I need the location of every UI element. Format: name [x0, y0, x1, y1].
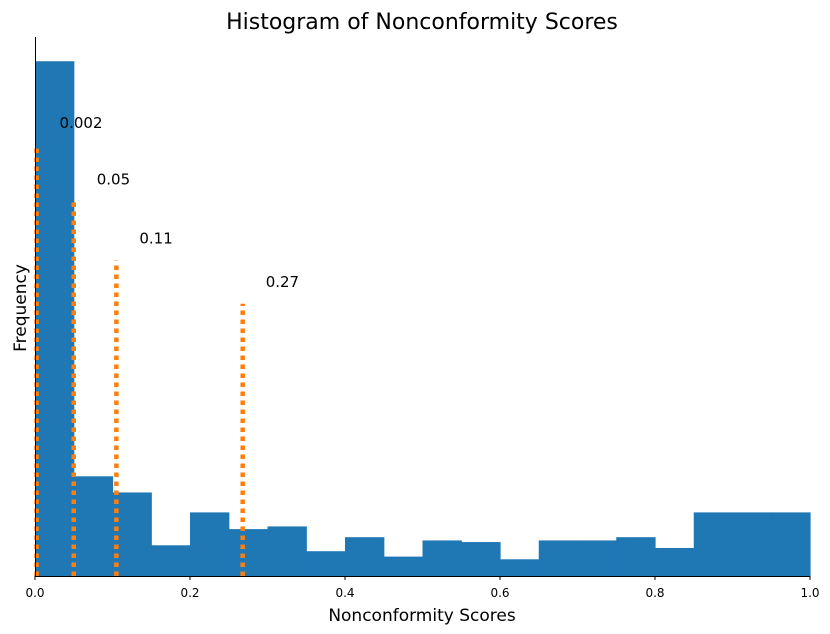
threshold-label-2: 0.11 [139, 230, 172, 248]
threshold-label-1: 0.05 [97, 170, 130, 188]
threshold-label-0: 0.002 [60, 114, 103, 132]
histogram-bar-6 [267, 526, 307, 576]
histogram-bar-4 [190, 512, 230, 576]
histogram-bar-0 [35, 61, 75, 576]
threshold-label-3: 0.27 [266, 273, 299, 291]
x-tick-label-4: 0.8 [645, 586, 664, 600]
x-tick-label-0: 0.0 [25, 586, 44, 600]
x-axis-ticks: 0.0 0.2 0.4 0.6 0.8 1.0 [25, 576, 820, 600]
histogram-bars [35, 61, 811, 576]
x-axis-label: Nonconformity Scores [328, 606, 516, 626]
histogram-bar-7 [306, 551, 346, 576]
x-tick-label-1: 0.2 [180, 586, 199, 600]
histogram-bar-18 [732, 512, 772, 576]
histogram-bar-2 [112, 492, 152, 576]
x-tick-label-2: 0.4 [335, 586, 354, 600]
histogram-bar-11 [461, 542, 501, 576]
histogram-bar-5 [228, 529, 269, 576]
x-tick-label-3: 0.6 [490, 586, 509, 600]
histogram-bar-13 [538, 540, 579, 576]
threshold-lines: 0.002 0.05 0.11 0.27 [34, 114, 299, 576]
histogram-bar-15 [616, 537, 656, 576]
histogram-bar-16 [655, 547, 695, 576]
histogram-bar-9 [383, 556, 424, 576]
histogram-bar-14 [577, 540, 617, 576]
y-axis-label: Frequency [11, 264, 31, 352]
histogram-bar-10 [422, 540, 462, 576]
x-tick-label-5: 1.0 [800, 586, 819, 600]
histogram-bar-3 [151, 545, 191, 576]
histogram-bar-19 [771, 512, 811, 576]
histogram-bar-12 [500, 559, 540, 576]
histogram-bar-17 [693, 512, 734, 576]
histogram-bar-8 [345, 537, 385, 576]
histogram-bar-1 [73, 476, 114, 576]
chart-title: Histogram of Nonconformity Scores [226, 10, 618, 35]
